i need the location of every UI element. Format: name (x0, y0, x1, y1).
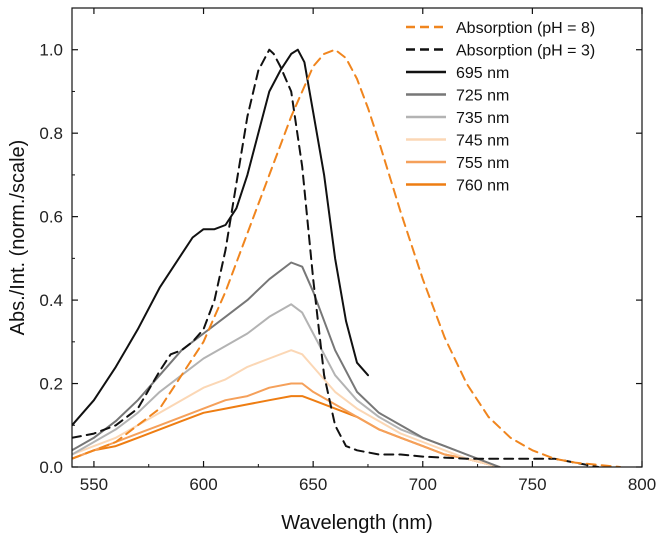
legend-label-absorption-ph-3: Absorption (pH = 3) (456, 43, 595, 60)
series-line-725-nm (72, 261, 501, 467)
legend-label-725-nm: 725 nm (456, 88, 509, 105)
x-tick-label: 550 (80, 475, 108, 494)
y-tick-label: 0.8 (39, 124, 63, 143)
series-line-695-nm (72, 48, 369, 427)
x-tick-label: 700 (409, 475, 437, 494)
y-tick-label: 0.4 (39, 291, 63, 310)
y-tick-label: 0.2 (39, 375, 63, 394)
y-axis-title: Abs./Int. (norm./scale) (7, 140, 29, 336)
series-line-745-nm (72, 349, 501, 467)
x-axis-title: Wavelength (nm) (281, 512, 433, 534)
series-line-absorption-ph-3 (72, 48, 600, 467)
legend-label-760-nm: 760 nm (456, 178, 509, 195)
y-tick-label: 1.0 (39, 41, 63, 60)
x-tick-label: 750 (518, 475, 546, 494)
legend-label-695-nm: 695 nm (456, 65, 509, 82)
plot-lines (72, 48, 622, 467)
y-tick-label: 0.0 (39, 458, 63, 477)
axes: 550 600 650 700 750 800 0.0 0.2 0.4 0.6 0.8 1.0 (39, 7, 656, 494)
x-tick-label: 600 (189, 475, 217, 494)
legend-label-745-nm: 745 nm (456, 133, 509, 150)
series-line-absorption-ph-8 (72, 48, 622, 467)
series-line-735-nm (72, 303, 501, 467)
plot-frame (71, 7, 643, 468)
x-tick-label: 800 (628, 475, 656, 494)
legend-label-755-nm: 755 nm (456, 155, 509, 172)
y-tick-label: 0.6 (39, 208, 63, 227)
legend: Absorption (pH = 8) Absorption (pH = 3) 69… (406, 20, 595, 195)
x-tick-label: 650 (299, 475, 327, 494)
legend-label-absorption-ph-8: Absorption (pH = 8) (456, 20, 595, 37)
legend-label-735-nm: 735 nm (456, 110, 509, 127)
series-line-755-nm (72, 382, 501, 467)
